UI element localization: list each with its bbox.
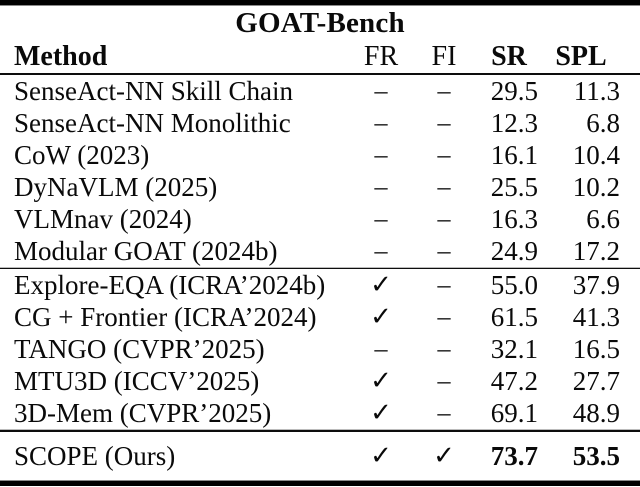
fr-cell: – bbox=[374, 76, 388, 105]
fi-cell: – bbox=[437, 108, 451, 137]
method-column-header: Method bbox=[14, 41, 108, 72]
fr-column-header: FR bbox=[363, 41, 399, 72]
spl-cell: 48.9 bbox=[572, 397, 620, 428]
fi-cell: – bbox=[437, 366, 451, 395]
spl-cell: 16.5 bbox=[572, 333, 620, 364]
spl-column-header: SPL bbox=[555, 41, 607, 72]
method-cell: Modular GOAT (2024b) bbox=[14, 235, 278, 266]
table-row: TANGO (CVPR’2025) – – 32.1 16.5 bbox=[0, 333, 640, 365]
sr-cell: 32.1 bbox=[490, 333, 538, 364]
fr-cell: – bbox=[374, 236, 388, 265]
spl-cell: 37.9 bbox=[572, 269, 620, 300]
fi-cell: – bbox=[437, 76, 451, 105]
top-rule bbox=[0, 0, 640, 6]
spl-cell: 53.5 bbox=[572, 440, 620, 471]
spl-cell: 11.3 bbox=[573, 75, 620, 106]
fr-cell: ✓ bbox=[370, 398, 392, 427]
sr-column-header: SR bbox=[491, 41, 527, 72]
sr-cell: 73.7 bbox=[490, 440, 538, 471]
fi-cell: – bbox=[437, 172, 451, 201]
fr-cell: – bbox=[374, 140, 388, 169]
method-cell: TANGO (CVPR’2025) bbox=[14, 333, 265, 364]
table-section-frontier-methods: Explore-EQA (ICRA’2024b) ✓ –55.0 37.9 CG + F… bbox=[0, 269, 640, 429]
method-cell: MTU3D (ICCV’2025) bbox=[14, 365, 260, 396]
fi-column-header: FI bbox=[431, 41, 457, 72]
table-row: Modular GOAT (2024b) – – 24.9 17.2 bbox=[0, 235, 640, 267]
fi-cell: – bbox=[437, 204, 451, 233]
fr-cell: ✓ bbox=[370, 270, 392, 299]
fr-cell: – bbox=[374, 108, 388, 137]
sr-cell: 25.5 bbox=[490, 171, 538, 202]
fr-cell: – bbox=[374, 172, 388, 201]
method-cell: CG + Frontier (ICRA’2024) bbox=[14, 301, 317, 332]
table-row: VLMnav (2024) – – 16.3 6.6 bbox=[0, 203, 640, 235]
table-row: Explore-EQA (ICRA’2024b) ✓ – 55.0 37.9 bbox=[0, 269, 640, 301]
header-rule bbox=[0, 73, 640, 75]
table-row: SCOPE (Ours) ✓ ✓ 73.7 53.5 bbox=[0, 432, 640, 480]
fr-cell: – bbox=[374, 204, 388, 233]
method-cell: VLMnav (2024) bbox=[14, 203, 192, 234]
table-row: 3D-Mem (CVPR’2025) ✓ – 69.1 48.9 bbox=[0, 397, 640, 429]
method-cell: SenseAct-NN Skill Chain bbox=[14, 75, 293, 106]
spl-cell: 6.6 bbox=[586, 203, 620, 234]
sr-cell: 47.2 bbox=[490, 365, 538, 396]
method-cell: Explore-EQA (ICRA’2024b) bbox=[14, 269, 326, 300]
sr-cell: 55.0 bbox=[490, 269, 538, 300]
table-row: CoW (2023) – – 16.1 10.4 bbox=[0, 139, 640, 171]
method-cell: 3D-Mem (CVPR’2025) bbox=[14, 397, 272, 428]
spl-cell: 10.4 bbox=[572, 139, 620, 170]
spl-cell: 10.2 bbox=[572, 171, 620, 202]
spl-cell: 17.2 bbox=[572, 235, 620, 266]
final-row-rule bbox=[0, 429, 640, 432]
fr-cell: ✓ bbox=[370, 366, 392, 395]
fr-cell: ✓ bbox=[370, 302, 392, 331]
sr-cell: 24.9 bbox=[490, 235, 538, 266]
table-row: CG + Frontier (ICRA’2024) ✓ – 61.5 41.3 bbox=[0, 301, 640, 333]
fi-cell: ✓ bbox=[433, 441, 455, 470]
method-cell: SenseAct-NN Monolithic bbox=[14, 107, 291, 138]
sr-cell: 61.5 bbox=[490, 301, 538, 332]
sr-cell: 16.1 bbox=[490, 139, 538, 170]
sr-cell: 69.1 bbox=[490, 397, 538, 428]
spl-cell: 6.8 bbox=[586, 107, 620, 138]
method-cell: CoW (2023) bbox=[14, 139, 150, 170]
fi-cell: – bbox=[437, 334, 451, 363]
table-section-baselines: SenseAct-NN Skill Chain – –29.5 11.3 SenseAc… bbox=[0, 75, 640, 267]
fi-cell: – bbox=[437, 236, 451, 265]
table-header-row: Method FR FI SR SPL bbox=[0, 41, 640, 73]
fi-cell: – bbox=[437, 302, 451, 331]
sr-cell: 12.3 bbox=[490, 107, 538, 138]
section-divider-rule bbox=[0, 267, 640, 269]
sr-cell: 29.5 bbox=[490, 75, 538, 106]
bottom-rule bbox=[0, 480, 640, 486]
method-cell: SCOPE (Ours) bbox=[14, 440, 176, 471]
table-section-ours: SCOPE (Ours) ✓ ✓ 73.7 53.5 bbox=[0, 432, 640, 480]
fi-cell: – bbox=[437, 270, 451, 299]
table-title: GOAT-Bench bbox=[0, 6, 640, 41]
table-row: SenseAct-NN Monolithic – – 12.3 6.8 bbox=[0, 107, 640, 139]
spl-cell: 27.7 bbox=[572, 365, 620, 396]
table-title-text: GOAT-Bench bbox=[235, 7, 405, 39]
fr-cell: ✓ bbox=[370, 441, 392, 470]
method-cell: DyNaVLM (2025) bbox=[14, 171, 218, 202]
table-row: SenseAct-NN Skill Chain – – 29.5 11.3 bbox=[0, 75, 640, 107]
table-row: DyNaVLM (2025) – – 25.5 10.2 bbox=[0, 171, 640, 203]
fi-cell: – bbox=[437, 398, 451, 427]
sr-cell: 16.3 bbox=[490, 203, 538, 234]
fr-cell: – bbox=[374, 334, 388, 363]
table-row: MTU3D (ICCV’2025) ✓ – 47.2 27.7 bbox=[0, 365, 640, 397]
spl-cell: 41.3 bbox=[572, 301, 620, 332]
fi-cell: – bbox=[437, 140, 451, 169]
